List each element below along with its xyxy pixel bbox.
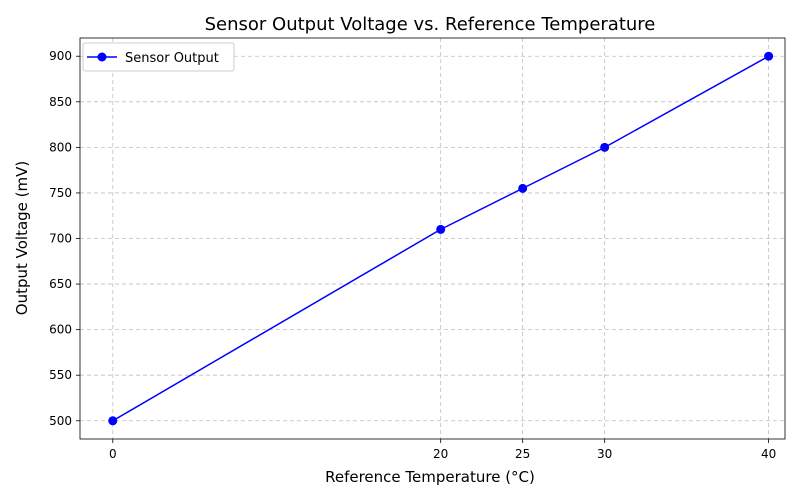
x-tick-label: 0 xyxy=(109,447,117,461)
plot-frame xyxy=(79,37,786,440)
y-tick-label: 750 xyxy=(49,186,72,200)
grid xyxy=(80,38,785,439)
legend-label: Sensor Output xyxy=(125,51,219,66)
y-tick-label: 650 xyxy=(49,277,72,291)
x-tick-label: 30 xyxy=(597,447,612,461)
y-tick-label: 850 xyxy=(49,95,72,109)
data-point xyxy=(600,142,610,152)
y-tick-label: 500 xyxy=(49,414,72,428)
y-tick-label: 550 xyxy=(49,368,72,382)
legend-box xyxy=(82,42,235,72)
y-tick-label: 900 xyxy=(49,49,72,63)
data-point xyxy=(436,224,446,234)
data-point xyxy=(764,51,774,61)
x-axis-label: Reference Temperature (°C) xyxy=(325,468,535,486)
data-point xyxy=(108,416,118,426)
y-tick-label: 700 xyxy=(49,232,72,246)
y-axis-label: Output Voltage (mV) xyxy=(13,161,31,315)
legend-marker xyxy=(97,52,107,62)
x-tick-label: 20 xyxy=(433,447,448,461)
y-tick-label: 800 xyxy=(49,140,72,154)
axis-ticks: 0 20 25 30 40 500 550 600 650 700 750 800 850 900 xyxy=(49,49,776,461)
data-point xyxy=(518,183,528,193)
y-tick-label: 600 xyxy=(49,323,72,337)
x-tick-label: 25 xyxy=(515,447,530,461)
series-layer xyxy=(108,51,774,426)
chart-title: Sensor Output Voltage vs. Reference Temp… xyxy=(205,14,656,35)
legend: Sensor Output xyxy=(82,42,235,72)
x-tick-label: 40 xyxy=(761,447,776,461)
